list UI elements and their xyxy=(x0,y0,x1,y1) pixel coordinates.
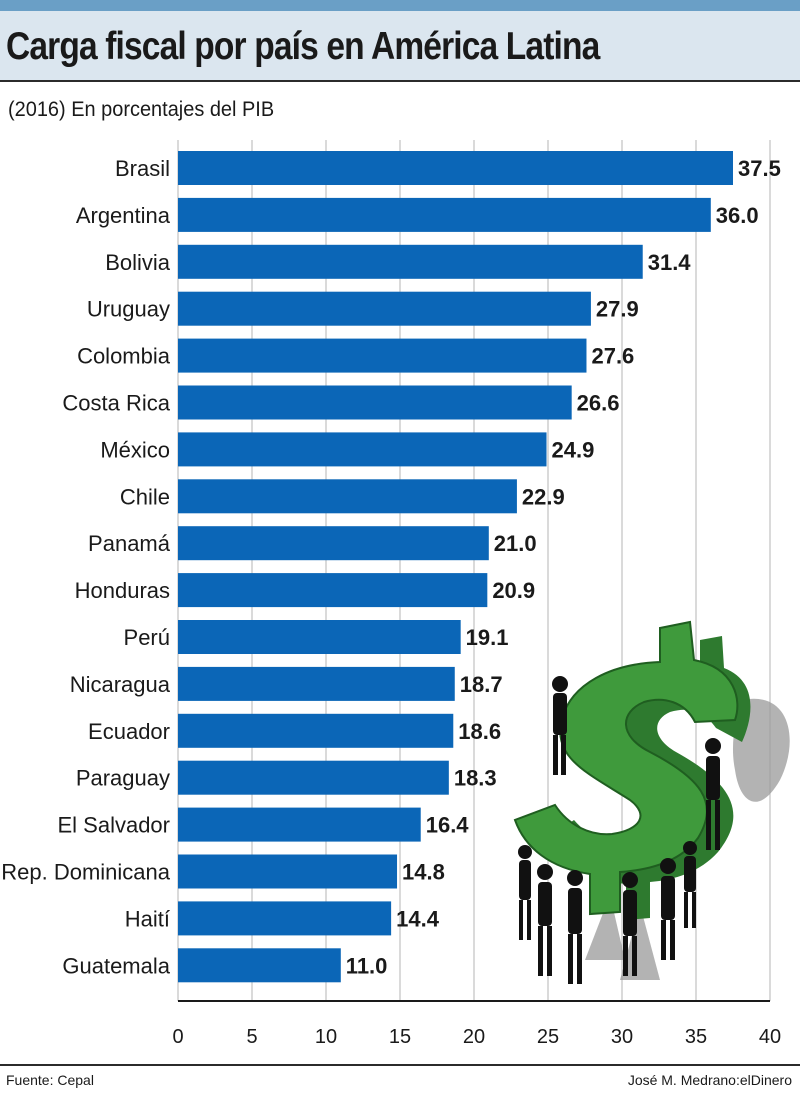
category-label: Paraguay xyxy=(76,766,170,791)
x-tick-label: 0 xyxy=(172,1026,183,1048)
value-label: 27.6 xyxy=(591,344,634,369)
bar xyxy=(178,901,392,936)
bar xyxy=(178,338,587,373)
category-label: México xyxy=(100,437,170,462)
category-label: Chile xyxy=(120,484,170,509)
title-band: Carga fiscal por país en América Latina xyxy=(0,11,800,82)
value-label: 18.3 xyxy=(454,766,497,791)
bar xyxy=(178,713,454,748)
value-label: 31.4 xyxy=(648,250,692,275)
value-label: 24.9 xyxy=(552,437,595,462)
value-label: 22.9 xyxy=(522,484,565,509)
top-accent-band xyxy=(0,0,800,11)
value-label: 19.1 xyxy=(466,625,509,650)
bar xyxy=(178,760,449,795)
bar xyxy=(178,291,591,326)
category-label: Brasil xyxy=(115,156,170,181)
bar xyxy=(178,244,643,279)
x-tick-label: 35 xyxy=(685,1026,707,1048)
bar xyxy=(178,432,547,467)
bars: Brasil 37.5 Argentina 36.0 Bolivia 31.4 Urugua… xyxy=(1,151,781,983)
bar xyxy=(178,526,489,561)
x-tick-label: 5 xyxy=(246,1026,257,1048)
category-label: Uruguay xyxy=(87,297,170,322)
bar xyxy=(178,479,517,514)
category-label: Honduras xyxy=(75,578,170,603)
value-label: 11.0 xyxy=(346,953,388,978)
chart-title: Carga fiscal por país en América Latina xyxy=(6,25,600,68)
credit-note: José M. Medrano:elDinero xyxy=(627,1072,792,1088)
bar xyxy=(178,666,455,701)
value-label: 36.0 xyxy=(716,203,759,228)
x-tick-label: 10 xyxy=(315,1026,337,1048)
category-label: Colombia xyxy=(77,344,171,369)
x-tick-label: 40 xyxy=(759,1026,781,1048)
value-label: 20.9 xyxy=(492,578,535,603)
footer-rule xyxy=(0,1064,800,1066)
category-label: Argentina xyxy=(76,203,171,228)
category-label: Costa Rica xyxy=(62,391,170,416)
category-label: Perú xyxy=(124,625,170,650)
chart-subtitle: (2016) En porcentajes del PIB xyxy=(8,98,275,121)
value-label: 21.0 xyxy=(494,531,537,556)
source-note: Fuente: Cepal xyxy=(6,1072,94,1088)
bar-chart: Brasil 37.5 Argentina 36.0 Bolivia 31.4 Urugua… xyxy=(1,140,790,1048)
bar xyxy=(178,620,461,654)
x-tick-label: 30 xyxy=(611,1026,633,1048)
category-label: Panamá xyxy=(88,531,171,556)
category-label: Nicaragua xyxy=(70,672,171,697)
bar xyxy=(178,385,572,420)
category-label: Guatemala xyxy=(62,953,170,978)
bar xyxy=(178,197,711,232)
bar xyxy=(178,151,733,185)
category-label: Rep. Dominicana xyxy=(1,860,171,885)
value-label: 14.8 xyxy=(402,860,445,885)
x-tick-label: 20 xyxy=(463,1026,485,1048)
bar xyxy=(178,807,421,842)
value-label: 18.6 xyxy=(458,719,501,744)
value-label: 18.7 xyxy=(460,672,503,697)
bar xyxy=(178,854,398,889)
x-tick-label: 15 xyxy=(389,1026,411,1048)
value-label: 16.4 xyxy=(426,813,470,838)
category-label: Ecuador xyxy=(88,719,170,744)
category-label: Bolivia xyxy=(105,250,171,275)
value-label: 37.5 xyxy=(738,156,781,181)
value-label: 27.9 xyxy=(596,297,639,322)
value-label: 14.4 xyxy=(396,906,440,931)
category-label: El Salvador xyxy=(57,813,170,838)
category-label: Haití xyxy=(125,906,170,931)
value-label: 26.6 xyxy=(577,391,620,416)
dollar-sign-illustration xyxy=(513,620,790,984)
bar xyxy=(178,573,488,608)
x-tick-label: 25 xyxy=(537,1026,559,1048)
bar xyxy=(178,948,341,983)
